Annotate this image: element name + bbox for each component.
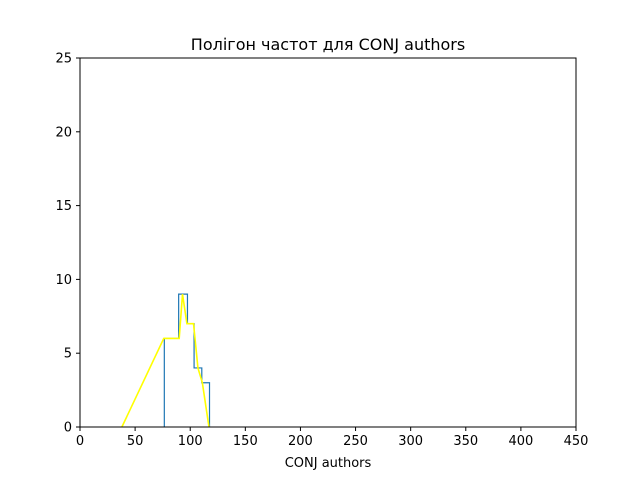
y-tick-label: 25 (55, 52, 72, 67)
x-tick-label: 300 (398, 434, 423, 449)
x-tick-label: 450 (564, 434, 589, 449)
x-tick-label: 150 (233, 434, 258, 449)
y-tick-label: 20 (55, 125, 72, 140)
y-axis: 0 5 10 15 20 25 (55, 52, 80, 436)
x-tick-label: 250 (343, 434, 368, 449)
x-axis-label: CONJ authors (285, 456, 372, 471)
x-tick-label: 0 (76, 434, 84, 449)
y-tick-label: 15 (55, 199, 72, 214)
plot-area (121, 293, 211, 428)
x-tick-label: 100 (178, 434, 203, 449)
x-tick-label: 350 (453, 434, 478, 449)
y-tick-label: 5 (64, 347, 72, 362)
y-tick-label: 0 (64, 421, 72, 436)
axes-frame (79, 57, 577, 428)
y-tick-label: 10 (55, 273, 72, 288)
x-tick-label: 50 (127, 434, 144, 449)
frequency-polygon-line (121, 294, 210, 428)
histogram-step-line (163, 293, 211, 427)
chart-title: Полігон частот для CONJ authors (191, 35, 465, 54)
x-tick-label: 400 (508, 434, 533, 449)
x-tick-label: 200 (288, 434, 313, 449)
x-axis: 0 50 100 150 200 250 300 350 400 450 (76, 427, 589, 449)
